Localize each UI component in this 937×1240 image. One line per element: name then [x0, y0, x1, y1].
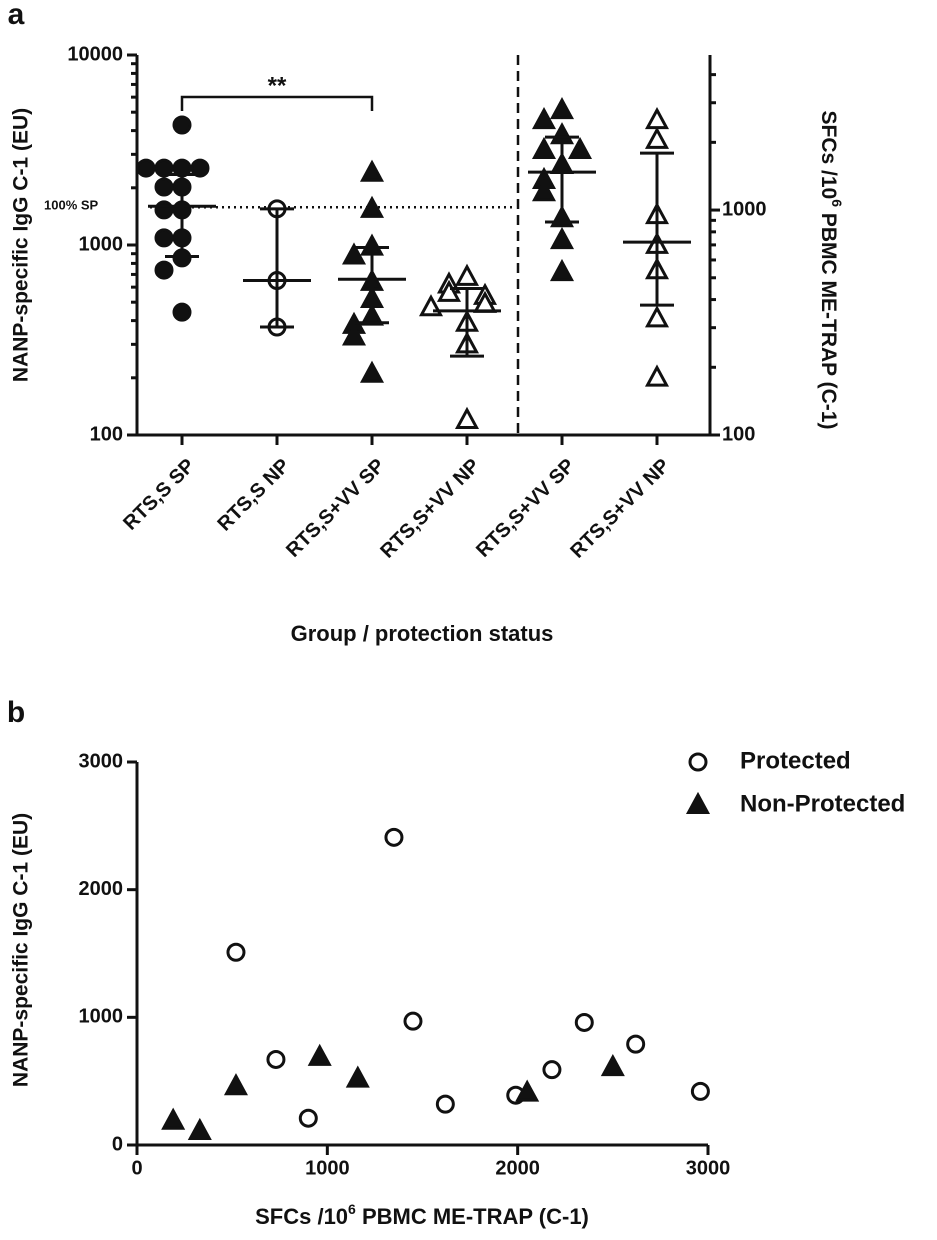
- y-tick-label: 10000: [67, 43, 123, 65]
- significance-bracket: [180, 95, 374, 111]
- legend-label: Non-Protected: [740, 790, 905, 817]
- y2-axis-title-part: SFCs /10: [817, 111, 840, 200]
- legend-marker: [685, 791, 711, 814]
- legend-label: Protected: [740, 747, 851, 774]
- point: [359, 159, 385, 182]
- point: [644, 107, 670, 130]
- point: [644, 126, 670, 149]
- point: [190, 158, 210, 178]
- x-tick-label: 0: [131, 1157, 142, 1179]
- point: [515, 1079, 540, 1102]
- point: [266, 1049, 286, 1069]
- point: [172, 115, 192, 135]
- point: [226, 942, 246, 962]
- point: [549, 97, 575, 120]
- legend-marker: [688, 752, 708, 772]
- panel-label: b: [7, 696, 25, 729]
- point: [435, 1094, 455, 1114]
- point: [161, 1107, 186, 1130]
- point: [600, 1053, 625, 1077]
- x-tick-label: RTS,S NP: [213, 455, 294, 536]
- x-tick-label: RTS,S SP: [119, 455, 199, 535]
- x-tick-label: RTS,S+VV SP: [472, 455, 579, 562]
- point: [454, 406, 480, 429]
- point: [531, 179, 557, 202]
- point: [307, 1043, 332, 1066]
- x-tick-label: 1000: [305, 1157, 350, 1179]
- y2-axis-title: SFCs /106 PBMC ME-TRAP (C-1): [817, 111, 845, 430]
- y-tick-label: 3000: [79, 750, 124, 772]
- y-tick-label: 0: [112, 1133, 123, 1155]
- point: [154, 200, 174, 220]
- point: [223, 1073, 248, 1096]
- point: [542, 1060, 562, 1080]
- point: [359, 360, 385, 383]
- x-axis-title-part: SFCs /10: [255, 1204, 348, 1229]
- point: [136, 158, 156, 178]
- point: [454, 263, 480, 286]
- y-tick-label: 1000: [79, 1006, 124, 1028]
- point: [384, 827, 404, 847]
- point: [531, 107, 557, 130]
- point: [298, 1108, 318, 1128]
- point: [531, 136, 557, 159]
- point: [359, 195, 385, 218]
- point: [690, 1081, 710, 1101]
- point: [644, 305, 670, 328]
- x-axis-title: SFCs /106 PBMC ME-TRAP (C-1): [255, 1201, 589, 1229]
- y2-axis-title-part: PBMC ME-TRAP (C-1): [817, 207, 840, 429]
- significance-label: **: [268, 72, 287, 99]
- x-tick-label: RTS,S+VV NP: [566, 455, 674, 563]
- point: [549, 258, 575, 282]
- y2-tick-label: 1000: [722, 198, 767, 220]
- point: [187, 1117, 212, 1140]
- x-tick-label: RTS,S+VV SP: [282, 455, 389, 562]
- y-tick-label: 1000: [79, 233, 124, 255]
- x-axis-title-part: 6: [348, 1201, 356, 1217]
- point: [154, 260, 174, 280]
- point: [154, 158, 174, 178]
- point: [172, 302, 192, 322]
- x-axis-title-part: PBMC ME-TRAP (C-1): [356, 1204, 589, 1229]
- x-tick-label: 3000: [686, 1157, 731, 1179]
- point: [154, 228, 174, 248]
- point: [436, 279, 462, 302]
- point: [626, 1034, 646, 1054]
- point: [154, 177, 174, 197]
- x-axis-title: Group / protection status: [291, 621, 554, 646]
- point: [574, 1012, 594, 1032]
- point: [644, 364, 670, 387]
- x-tick-label: 2000: [495, 1157, 540, 1179]
- point: [403, 1011, 423, 1031]
- reference-label: 100% SP: [44, 198, 99, 213]
- point: [345, 1065, 370, 1088]
- x-tick-label: RTS,S+VV NP: [376, 455, 484, 563]
- panel-label: a: [8, 0, 25, 31]
- point: [341, 242, 367, 265]
- y2-tick-label: 100: [722, 423, 755, 445]
- point: [341, 323, 367, 346]
- point: [549, 226, 575, 250]
- y2-axis-title-part: 6: [829, 199, 845, 207]
- y-axis-title: NANP-specific IgG C-1 (EU): [10, 813, 33, 1087]
- y-tick-label: 100: [90, 423, 123, 445]
- y-tick-label: 2000: [79, 878, 124, 900]
- y-axis-title: NANP-specific IgG C-1 (EU): [10, 108, 33, 382]
- point: [567, 136, 593, 159]
